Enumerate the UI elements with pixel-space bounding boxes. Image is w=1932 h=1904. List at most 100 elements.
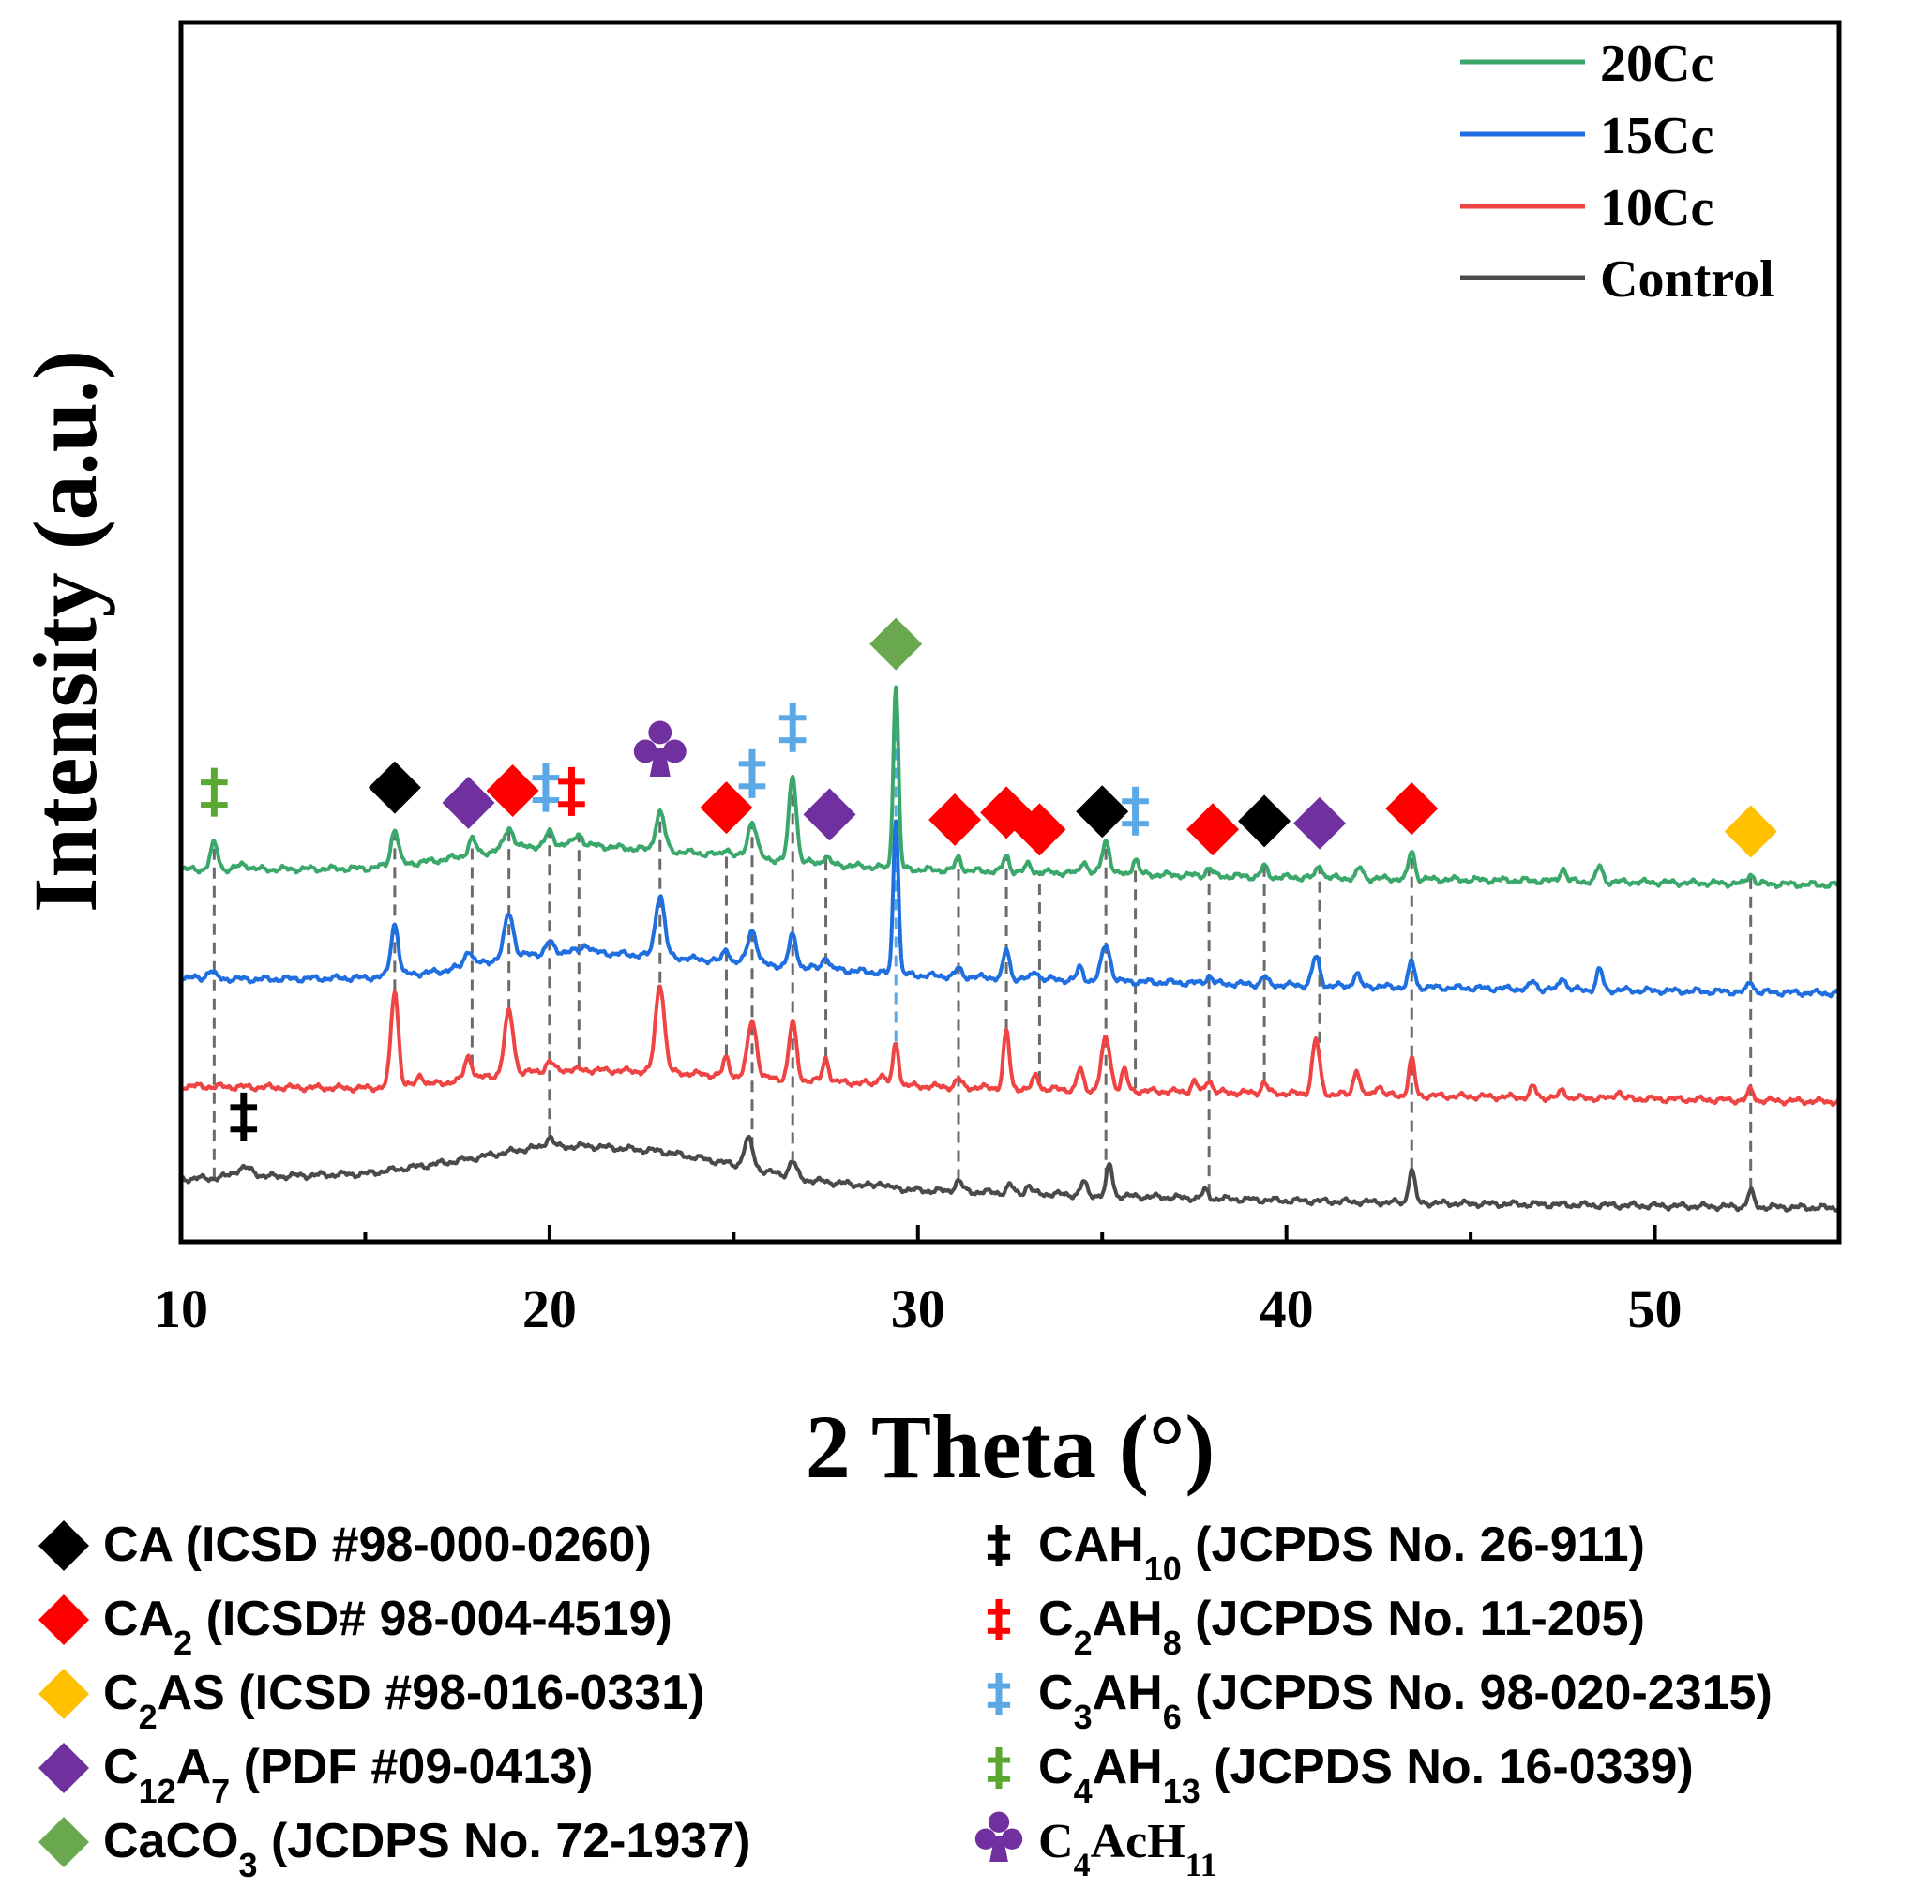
marker-c4ah13 [201,767,228,817]
phase-text: C [103,1666,139,1720]
phase-subscript: 3 [1074,1698,1093,1736]
phase-text: AcH [1091,1815,1185,1868]
phase-legend-item: C12A7 (PDF #09-0413) [38,1740,594,1810]
x-tick-label: 40 [1260,1278,1314,1339]
phase-symbol [974,1811,1023,1862]
series-line-20cc [180,685,1841,890]
phase-text: CA [103,1592,174,1646]
phase-subscript: 3 [238,1846,257,1884]
marker-ca2 [1013,803,1066,856]
marker-c12a7 [442,776,495,829]
phase-label: CA (ICSD #98-000-0260) [103,1518,652,1572]
phase-legend-item: C2AH8 (JCPDS No. 11-205) [987,1592,1645,1662]
marker-c3ah6 [532,763,560,812]
phase-symbol [987,1673,1011,1715]
marker-c2as [1724,805,1777,858]
phase-label: C4AH13 (JCPDS No. 16-0339) [1038,1740,1694,1810]
series-lines [179,685,1841,1213]
legend-label: 20Cc [1600,35,1713,93]
phase-text: (JCPDS No. 11-205) [1182,1592,1645,1646]
marker-c12a7 [1293,796,1347,850]
x-tick-label: 50 [1628,1278,1683,1339]
phase-text: AH [1093,1740,1163,1794]
phase-subscript: 2 [1074,1624,1093,1662]
phase-label: C4AcH11 [1038,1815,1217,1883]
phase-legend-item: C2AS (ICSD #98-016-0331) [38,1666,704,1736]
phase-text: CAH [1038,1518,1144,1572]
phase-subscript: 2 [139,1698,158,1736]
phase-legend-item: CA (ICSD #98-000-0260) [38,1518,652,1572]
phase-text: AH [1093,1592,1163,1646]
phase-text: (JCPDS No. 98-020-2315) [1182,1666,1773,1720]
marker-caco3 [869,617,923,671]
phase-text: AH [1093,1666,1163,1720]
phase-text: (JCDPS No. 72-1937) [258,1814,751,1868]
phase-subscript: 11 [1185,1846,1217,1883]
marker-ca2 [486,763,539,817]
phase-text: (JCPDS No. 16-0339) [1200,1740,1694,1794]
x-tick-label: 10 [154,1278,208,1339]
phase-label: C2AH8 (JCPDS No. 11-205) [1038,1592,1645,1662]
phase-subscript: 4 [1074,1772,1093,1810]
plot-frame [178,20,1842,1245]
marker-c12a7 [803,788,856,841]
phase-legend-item: C4AH13 (JCPDS No. 16-0339) [987,1740,1694,1810]
phase-text: AS (ICSD #98-016-0331) [158,1666,705,1720]
phase-legend-item: CAH10 (JCPDS No. 26-911) [987,1518,1645,1588]
x-axis-ticks: 10 20 30 40 50 [154,1225,1841,1339]
phase-symbol [987,1525,1011,1566]
phase-markers [201,617,1777,1141]
phase-label: CA2 (ICSD# 98-004-4519) [103,1592,672,1662]
phase-text: C [1038,1815,1074,1868]
phase-text: C [1038,1666,1074,1720]
marker-c3ah6 [1122,786,1149,836]
series-line-15cc [179,819,1841,999]
phase-text: C [1038,1740,1074,1794]
series-legend: 20Cc 15Cc 10Cc Control [1460,35,1774,309]
marker-c2ah8 [558,766,585,816]
phase-subscript: 2 [174,1624,192,1662]
phase-legend-item: CaCO3 (JCDPS No. 72-1937) [38,1814,750,1884]
phase-subscript: 8 [1163,1624,1182,1662]
marker-cah10 [230,1092,258,1141]
phase-legend-item: CA2 (ICSD# 98-004-4519) [38,1592,672,1662]
phase-text: C [103,1740,139,1794]
marker-ca [1076,785,1129,839]
marker-ca2 [1385,782,1439,836]
series-line-10cc [179,984,1841,1107]
x-tick-label: 20 [522,1278,577,1339]
phase-symbol [38,1743,89,1793]
phase-subscript: 4 [1074,1846,1091,1883]
phase-subscript: 7 [211,1772,230,1810]
marker-ca [368,761,421,814]
marker-ca2 [1186,803,1240,856]
phase-symbol [38,1594,89,1645]
phase-label: C3AH6 (JCPDS No. 98-020-2315) [1038,1666,1773,1736]
marker-c4ach11 [633,720,687,777]
phase-symbol [987,1747,1011,1789]
phase-text: (JCPDS No. 26-911) [1182,1518,1645,1572]
phase-text: (PDF #09-0413) [230,1740,593,1794]
phase-text: CaCO [103,1814,238,1868]
legend-label: 10Cc [1600,179,1713,237]
phase-label: C12A7 (PDF #09-0413) [103,1740,594,1810]
phase-subscript: 12 [139,1772,176,1810]
phase-subscript: 13 [1163,1772,1200,1810]
phase-text: A [176,1740,212,1794]
marker-ca2 [928,793,982,846]
marker-ca [1238,794,1291,848]
series-line-control [179,1135,1841,1213]
phase-symbol [38,1520,89,1571]
peak-guide-lines [212,688,1753,1196]
phase-legend-item: C4AcH11 [974,1811,1217,1883]
phase-legend: CA (ICSD #98-000-0260) CA2 (ICSD# 98-004-… [38,1518,1773,1884]
phase-text: C [1038,1592,1074,1646]
phase-subscript: 6 [1163,1698,1182,1736]
legend-label: 15Cc [1600,107,1713,165]
y-axis-label: Intensity (a.u.) [15,350,115,913]
x-axis-label: 2 Theta (°) [806,1397,1215,1497]
legend-label: Control [1600,250,1774,309]
x-tick-label: 30 [891,1278,945,1339]
phase-subscript: 10 [1144,1549,1182,1588]
